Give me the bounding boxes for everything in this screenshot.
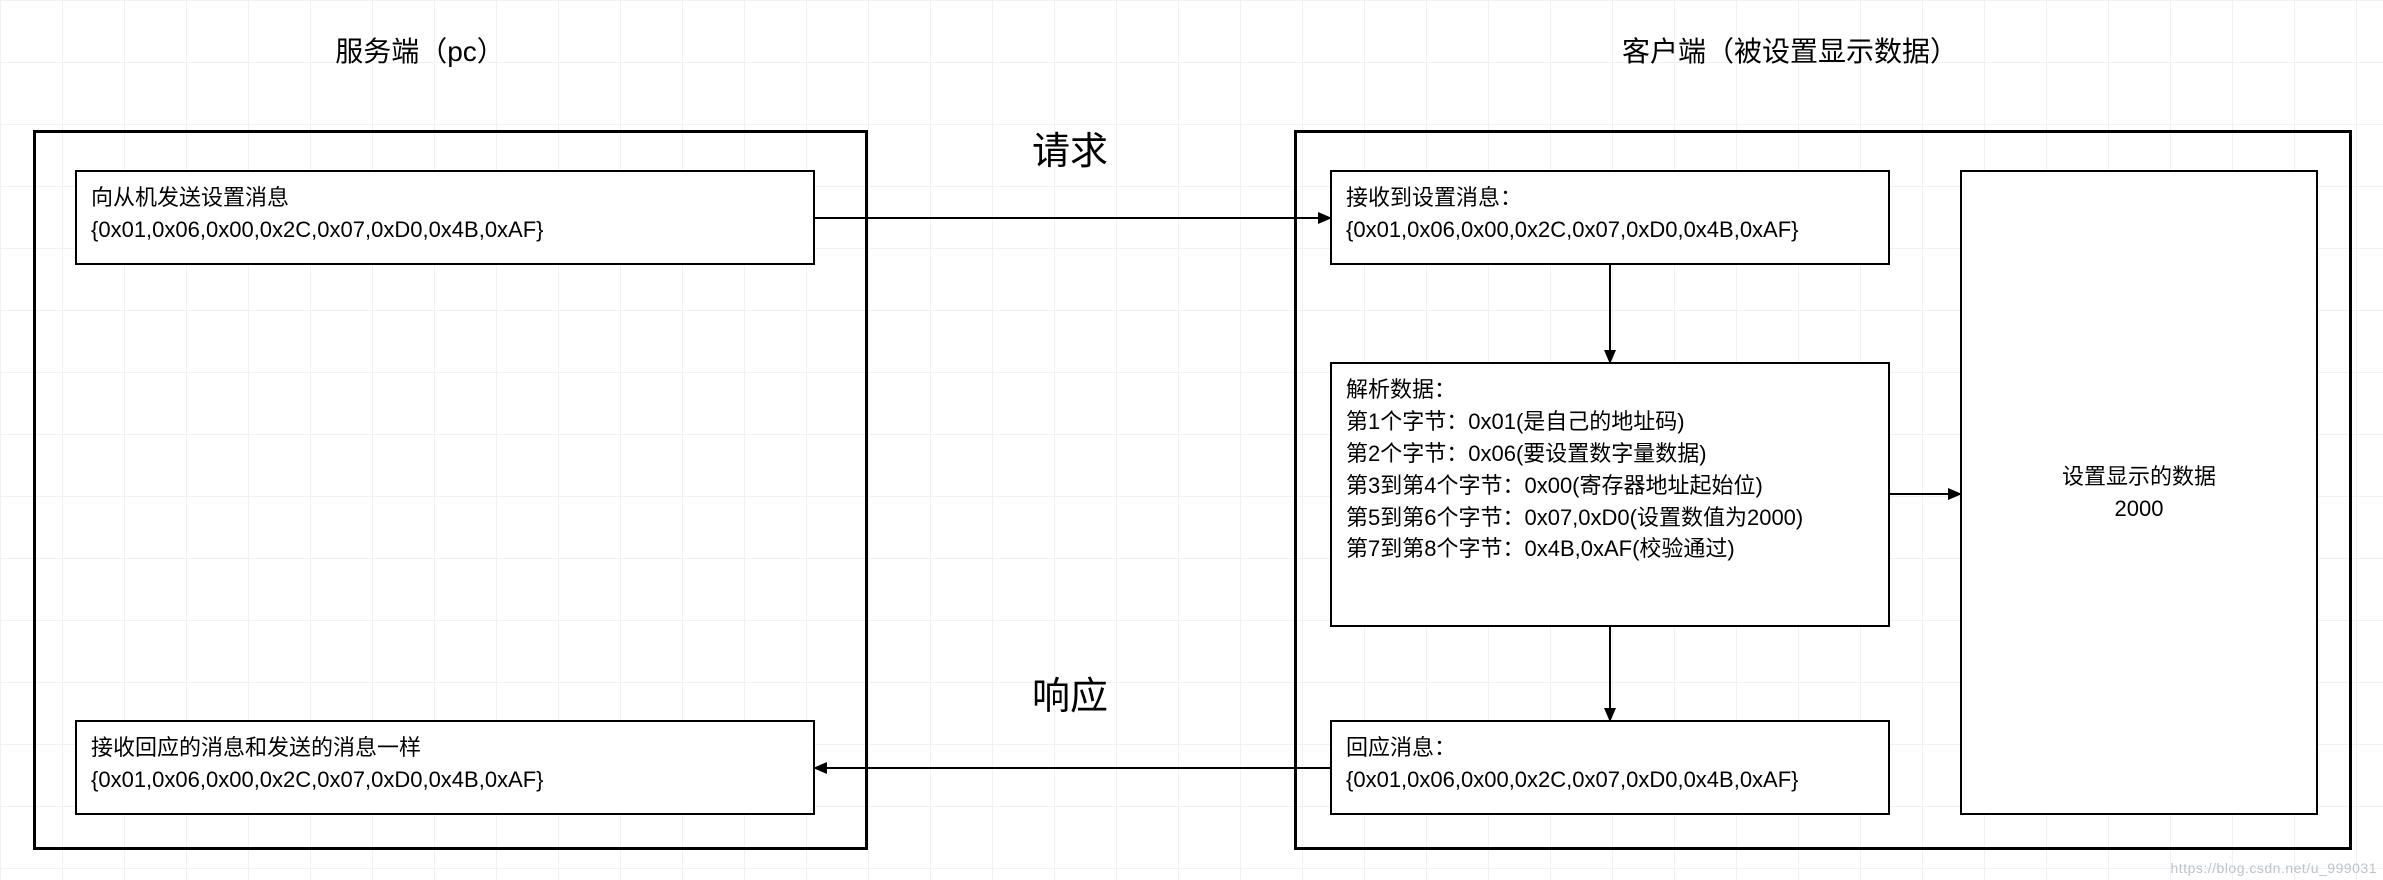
client-parse-node: 解析数据： 第1个字节：0x01(是自己的地址码) 第2个字节：0x06(要设置…: [1330, 362, 1890, 627]
client-parse-line3: 第2个字节：0x06(要设置数字量数据): [1346, 438, 1874, 470]
client-display-node: 设置显示的数据 2000: [1960, 170, 2318, 815]
watermark: https://blog.csdn.net/u_999031: [2171, 860, 2377, 876]
client-recv-line1: 接收到设置消息：: [1346, 182, 1874, 214]
server-recv-line2: {0x01,0x06,0x00,0x2C,0x07,0xD0,0x4B,0xAF…: [91, 764, 799, 796]
client-parse-line1: 解析数据：: [1346, 374, 1874, 406]
request-label: 请求: [1000, 120, 1140, 175]
server-recv-line1: 接收回应的消息和发送的消息一样: [91, 732, 799, 764]
server-send-line2: {0x01,0x06,0x00,0x2C,0x07,0xD0,0x4B,0xAF…: [91, 214, 799, 246]
client-reply-node: 回应消息： {0x01,0x06,0x00,0x2C,0x07,0xD0,0x4…: [1330, 720, 1890, 815]
server-send-node: 向从机发送设置消息 {0x01,0x06,0x00,0x2C,0x07,0xD0…: [75, 170, 815, 265]
client-display-line1: 设置显示的数据: [2062, 461, 2216, 493]
server-title: 服务端（pc）: [260, 30, 580, 70]
client-reply-line2: {0x01,0x06,0x00,0x2C,0x07,0xD0,0x4B,0xAF…: [1346, 764, 1874, 796]
server-recv-node: 接收回应的消息和发送的消息一样 {0x01,0x06,0x00,0x2C,0x0…: [75, 720, 815, 815]
client-recv-line2: {0x01,0x06,0x00,0x2C,0x07,0xD0,0x4B,0xAF…: [1346, 214, 1874, 246]
response-label: 响应: [1000, 665, 1140, 720]
server-send-line1: 向从机发送设置消息: [91, 182, 799, 214]
client-recv-node: 接收到设置消息： {0x01,0x06,0x00,0x2C,0x07,0xD0,…: [1330, 170, 1890, 265]
client-parse-line4: 第3到第4个字节：0x00(寄存器地址起始位): [1346, 470, 1874, 502]
client-parse-line2: 第1个字节：0x01(是自己的地址码): [1346, 406, 1874, 438]
client-title: 客户端（被设置显示数据）: [1560, 30, 2020, 70]
client-parse-line6: 第7到第8个字节：0x4B,0xAF(校验通过): [1346, 533, 1874, 565]
client-parse-line5: 第5到第6个字节：0x07,0xD0(设置数值为2000): [1346, 502, 1874, 534]
diagram-canvas: 服务端（pc） 客户端（被设置显示数据） 向从机发送设置消息 {0x01,0x0…: [0, 0, 2383, 880]
client-reply-line1: 回应消息：: [1346, 732, 1874, 764]
client-display-line2: 2000: [2115, 493, 2164, 525]
